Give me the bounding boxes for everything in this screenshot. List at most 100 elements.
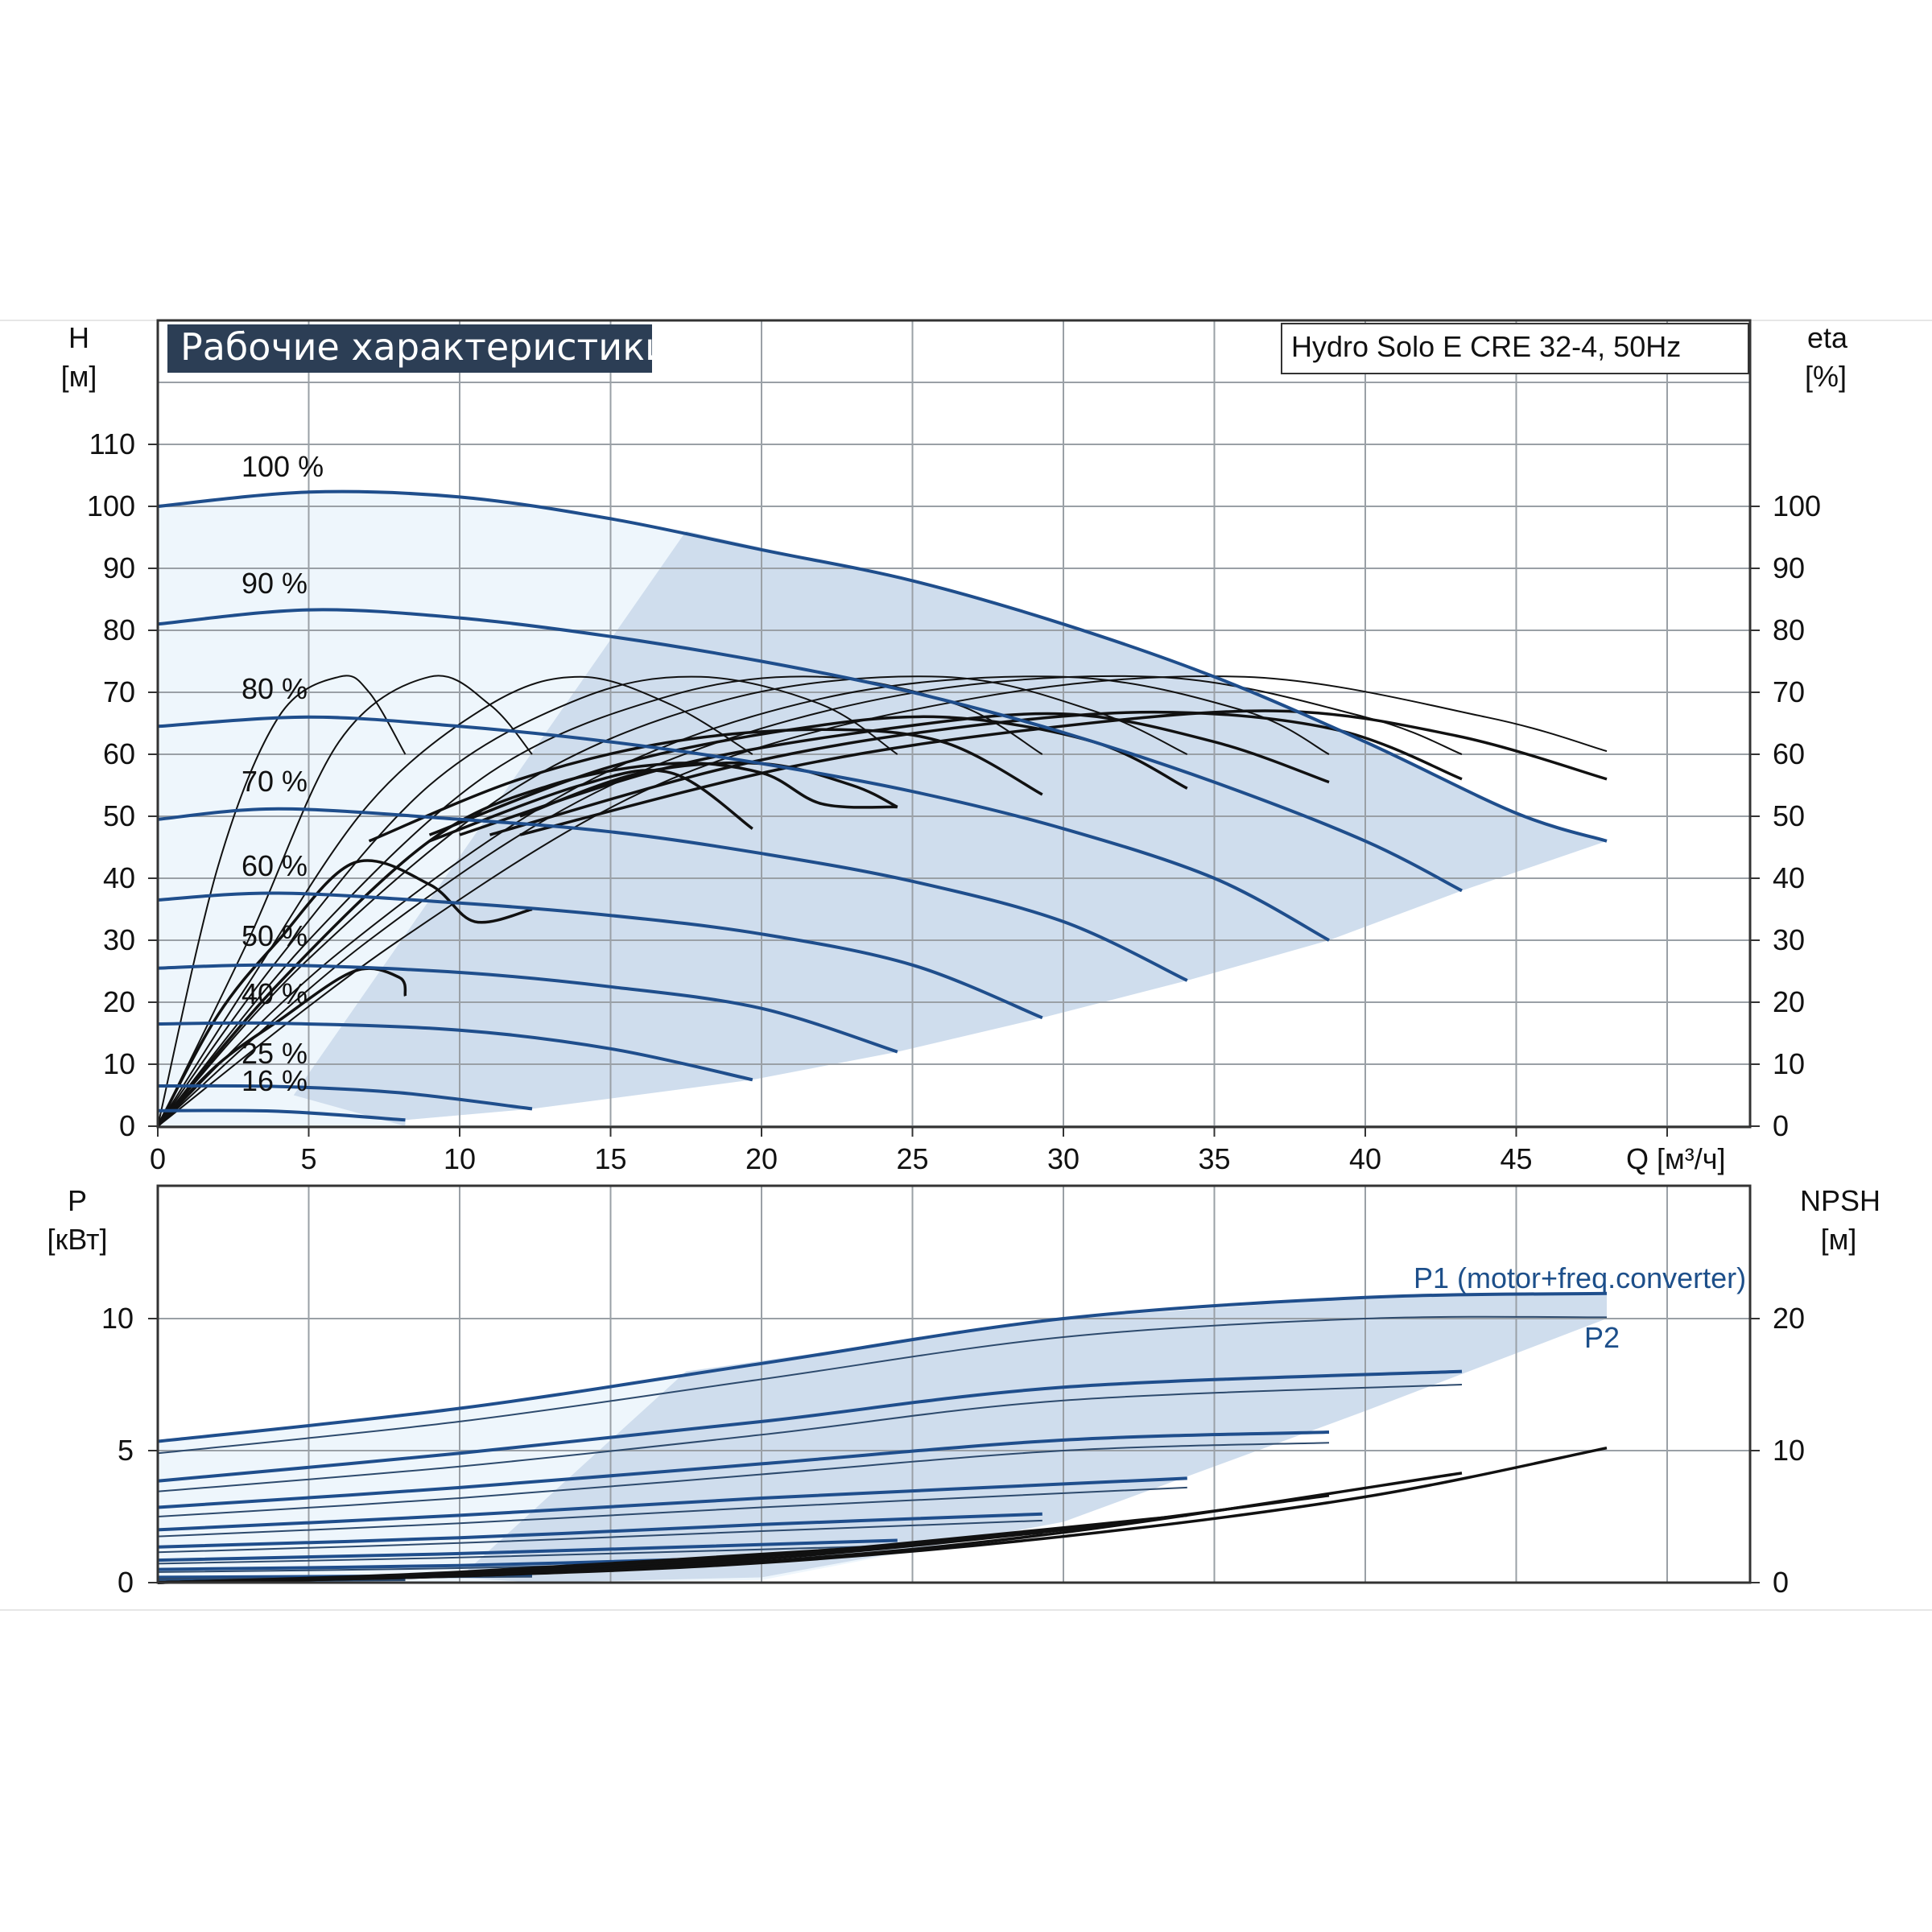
bottom-plot-frame [156, 1184, 1752, 1584]
eta-curve-5 [157, 675, 1188, 1127]
y-axis-unit-top: [м] [61, 360, 97, 393]
top-y-tick-label-80: 80 [103, 613, 135, 646]
top-y2-tick-label-20: 20 [1773, 985, 1805, 1018]
y-axis-label-top: H [68, 321, 89, 354]
top-y-tick-label-60: 60 [103, 737, 135, 770]
x-tick-label-20: 20 [745, 1142, 778, 1175]
speed-label-25: 25 % [242, 1037, 308, 1070]
top-y2-tick-label-90: 90 [1773, 551, 1805, 584]
eta-curve-8 [157, 675, 1608, 1127]
top-y-tick-label-110: 110 [89, 427, 135, 460]
p1-curve-1 [157, 1369, 1463, 1483]
eta-curve-16 [519, 709, 1608, 836]
speed-curve-70 [157, 807, 1188, 982]
bottom-y2-tick-label-0: 0 [1773, 1566, 1789, 1599]
eta-curve-3 [157, 675, 898, 1127]
y2-axis-label-bottom: NPSH [1800, 1184, 1880, 1217]
x-tick-label-35: 35 [1198, 1142, 1230, 1175]
speed-curve-25 [157, 1084, 533, 1111]
x-tick-label-45: 45 [1500, 1142, 1532, 1175]
top-y2-tick-label-30: 30 [1773, 923, 1805, 956]
x-tick-label-15: 15 [594, 1142, 626, 1175]
eta-curve-17 [428, 768, 753, 843]
title-badge-text: Рабочие характеристики [180, 325, 669, 369]
speed-label-70: 70 % [242, 765, 308, 798]
speed-label-40: 40 % [242, 977, 308, 1010]
p2-series-label: P2 [1584, 1321, 1620, 1354]
x-tick-label-40: 40 [1349, 1142, 1381, 1175]
x-tick-label-10: 10 [444, 1142, 476, 1175]
top-y2-tick-label-50: 50 [1773, 799, 1805, 832]
p1-curve-5 [157, 1538, 898, 1563]
speed-curve-80 [157, 715, 1330, 942]
x-tick-label-5: 5 [300, 1142, 316, 1175]
p2-curve-0 [157, 1315, 1608, 1455]
x-tick-label-0: 0 [150, 1142, 166, 1175]
bottom-y-tick-label-0: 0 [118, 1566, 134, 1599]
speed-label-100: 100 % [242, 450, 324, 483]
speed-label-80: 80 % [242, 672, 308, 705]
top-y-tick-label-10: 10 [103, 1047, 135, 1080]
eta-curve-10 [156, 967, 407, 1128]
x-tick-label-25: 25 [896, 1142, 928, 1175]
speed-label-50: 50 % [242, 919, 308, 952]
x-axis-label: Q [м³/ч] [1626, 1142, 1726, 1175]
speed-label-60: 60 % [242, 849, 308, 882]
y2-axis-unit-bottom: [м] [1821, 1223, 1857, 1256]
y2-axis-unit-top: [%] [1805, 360, 1847, 393]
y-axis-label-bottom: P [68, 1184, 87, 1217]
speed-curve-60 [157, 891, 1043, 1020]
top-y-tick-label-100: 100 [87, 489, 135, 522]
speed-label-16: 16 % [242, 1064, 308, 1097]
top-y2-tick-label-40: 40 [1773, 861, 1805, 894]
y-axis-unit-bottom: [кВт] [47, 1223, 107, 1256]
top-y2-tick-label-70: 70 [1773, 675, 1805, 708]
x-tick-label-30: 30 [1047, 1142, 1080, 1175]
top-y-tick-label-40: 40 [103, 861, 135, 894]
model-box [1281, 323, 1749, 374]
speed-curve-40 [157, 1021, 753, 1082]
p1-curve-2 [157, 1430, 1330, 1509]
p1-curve-3 [157, 1476, 1187, 1532]
p1-curve-0 [157, 1291, 1608, 1443]
p2-curve-5 [157, 1545, 898, 1565]
top-y2-tick-label-100: 100 [1773, 489, 1821, 522]
top-y-tick-label-20: 20 [103, 985, 135, 1018]
p1-series-label: P1 (motor+freq.converter) [1414, 1261, 1746, 1294]
eta-curve-18 [519, 761, 898, 818]
speed-curve-16 [157, 1108, 406, 1122]
top-plot-frame [156, 319, 1752, 1129]
top-y2-tick-label-60: 60 [1773, 737, 1805, 770]
speed-curve-50 [157, 963, 898, 1054]
npsh-curve-5 [157, 1544, 898, 1584]
eta-curve-7 [157, 675, 1463, 1127]
eta-curve-0 [157, 675, 407, 1127]
top-y2-tick-label-10: 10 [1773, 1047, 1805, 1080]
top-y-tick-label-90: 90 [103, 551, 135, 584]
bottom-y-tick-label-10: 10 [101, 1302, 134, 1335]
p2-curve-4 [157, 1519, 1042, 1554]
top-y2-tick-label-80: 80 [1773, 613, 1805, 646]
top-dark-area [293, 530, 1607, 1126]
p1-curve-4 [157, 1512, 1042, 1549]
top-y2-tick-label-0: 0 [1773, 1109, 1789, 1142]
speed-curve-90 [157, 608, 1463, 893]
eta-curve-6 [157, 675, 1330, 1127]
eta-curve-11 [156, 762, 898, 1128]
bottom-y2-tick-label-20: 20 [1773, 1302, 1805, 1335]
bottom-y2-tick-label-10: 10 [1773, 1434, 1805, 1467]
eta-curve-14 [459, 712, 1330, 836]
p2-curve-2 [157, 1442, 1330, 1517]
top-y-tick-label-50: 50 [103, 799, 135, 832]
title-badge [167, 324, 652, 373]
p2-curve-3 [157, 1486, 1187, 1538]
top-y-tick-label-0: 0 [119, 1109, 135, 1142]
speed-curve-100 [157, 489, 1608, 843]
p2-curve-1 [157, 1384, 1463, 1492]
bottom-y-tick-label-5: 5 [118, 1434, 134, 1467]
eta-curve-2 [157, 675, 753, 1127]
speed-label-90: 90 % [242, 567, 308, 600]
model-text: Hydro Solo E CRE 32-4, 50Hz [1291, 330, 1681, 363]
y2-axis-label-top: eta [1807, 321, 1848, 354]
